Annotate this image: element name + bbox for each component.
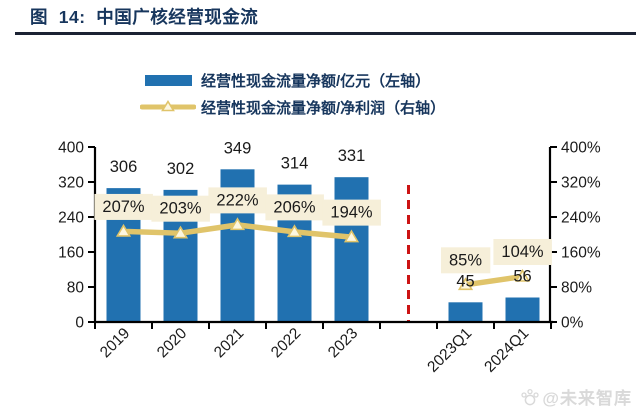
bar-2023Q1 — [448, 302, 483, 322]
bar-label-2021: 349 — [224, 139, 252, 157]
bar-label-2022: 314 — [281, 155, 309, 173]
line-marker-2023Q1 — [457, 277, 474, 291]
right-tick-label: 80% — [561, 280, 592, 297]
ratio-label-bg — [208, 187, 267, 214]
legend-label-bar: 经营性现金流量净额/亿元（左轴） — [201, 72, 431, 90]
ratio-line-q1 — [462, 273, 526, 288]
legend-item-bar: 经营性现金流量净额/亿元（左轴） — [140, 69, 445, 91]
left-tick-label: 80 — [67, 280, 85, 297]
watermark-text: @未来智库 — [542, 389, 632, 408]
ratio-label-bg — [493, 239, 552, 265]
bar-2023 — [334, 177, 369, 322]
line-marker-2022 — [286, 224, 303, 238]
legend: 经营性现金流量净额/亿元（左轴） 经营性现金流量净额/净利润（右轴） — [140, 69, 445, 118]
ratio-label-2021: 222% — [216, 191, 259, 209]
ratio-label-bg — [94, 193, 153, 220]
x-category-label: 2019 — [97, 325, 133, 361]
bar-label-2023Q1: 45 — [456, 272, 474, 290]
ratio-label-2023Q1: 85% — [449, 251, 482, 269]
watermark: @未来智库 — [520, 384, 632, 409]
right-tick-label: 160% — [561, 245, 601, 262]
bar-2024Q1 — [505, 297, 540, 322]
x-category-label: 2023 — [325, 325, 361, 361]
legend-item-line: 经营性现金流量净额/净利润（右轴） — [140, 96, 445, 118]
ratio-label-2022: 206% — [273, 198, 316, 216]
left-tick-label: 160 — [58, 245, 84, 262]
bar-label-2023: 331 — [338, 147, 366, 165]
ratio-label-2020: 203% — [159, 200, 202, 218]
bar-label-2020: 302 — [167, 160, 195, 178]
line-series-swatch-icon — [140, 100, 196, 114]
chart-title: 图 14: 中国广核经营现金流 — [30, 7, 259, 27]
left-tick-label: 400 — [58, 140, 84, 157]
line-marker-2024Q1 — [514, 268, 531, 282]
ratio-label-2024Q1: 104% — [501, 243, 544, 261]
x-category-label: 2023Q1 — [424, 325, 475, 376]
bar-label-2024Q1: 56 — [513, 268, 531, 286]
x-category-label: 2020 — [154, 325, 191, 362]
ratio-label-bg — [265, 194, 324, 221]
line-marker-2020 — [172, 225, 189, 239]
right-tick-label: 0% — [561, 315, 584, 332]
ratio-label-bg — [322, 199, 381, 226]
bar-swatch-rect — [144, 74, 192, 86]
ratio-label-bg — [440, 247, 491, 274]
paw-icon — [521, 388, 540, 405]
bar-series-swatch-icon — [140, 74, 196, 86]
right-tick-label: 240% — [561, 210, 601, 227]
left-tick-label: 320 — [58, 175, 84, 192]
x-category-label: 2022 — [268, 325, 304, 361]
ratio-label-2023: 194% — [330, 204, 373, 222]
legend-label-line: 经营性现金流量净额/净利润（右轴） — [201, 99, 446, 117]
x-category-label: 2024Q1 — [481, 325, 532, 376]
line-marker-2023 — [343, 229, 360, 243]
line-marker-2021 — [229, 217, 246, 231]
left-tick-label: 0 — [75, 315, 84, 332]
right-tick-label: 320% — [561, 175, 601, 192]
bar-label-2019: 306 — [110, 158, 138, 176]
left-tick-label: 240 — [58, 210, 84, 227]
right-tick-label: 400% — [561, 140, 601, 157]
x-category-label: 2021 — [211, 325, 247, 361]
line-marker-2019 — [115, 223, 132, 237]
line-swatch-svg — [140, 100, 196, 112]
ratio-label-2019: 207% — [102, 198, 145, 216]
ratio-label-bg — [151, 195, 210, 222]
title-divider — [15, 32, 636, 35]
